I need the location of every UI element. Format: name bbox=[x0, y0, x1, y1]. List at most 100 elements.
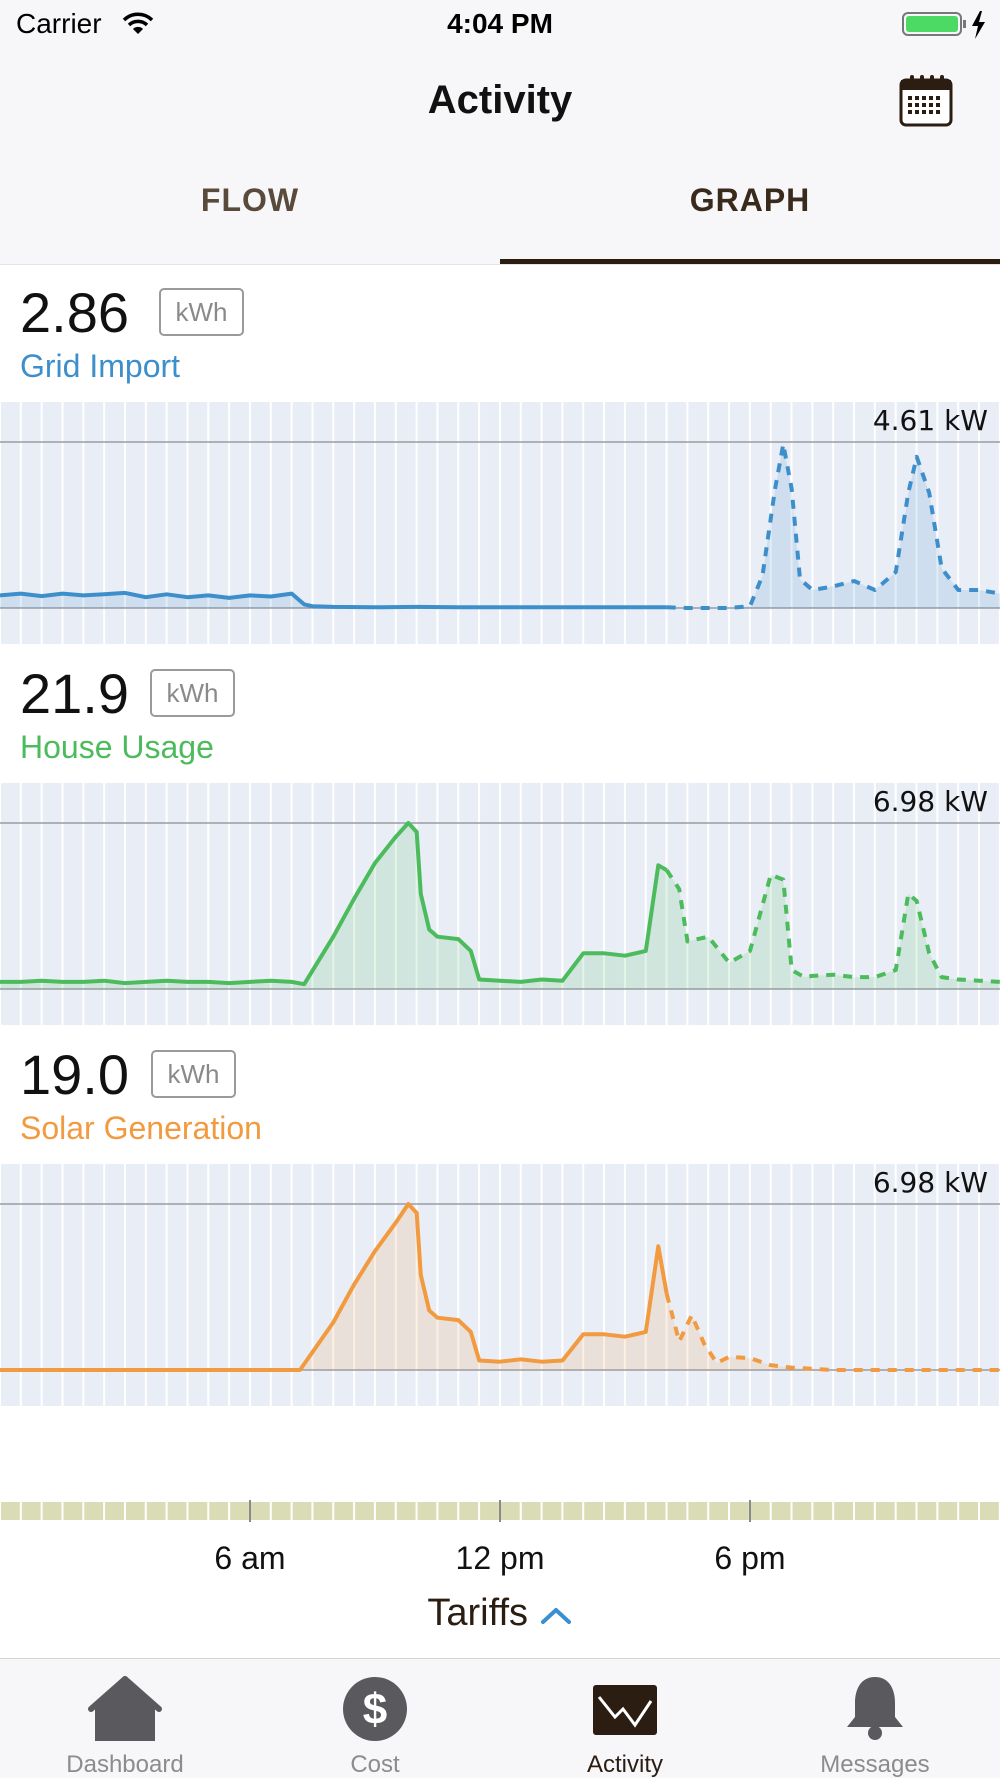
svg-text:$: $ bbox=[363, 1685, 387, 1734]
wifi-icon bbox=[122, 12, 154, 41]
tariff-slot bbox=[250, 1502, 270, 1520]
tariffs-toggle[interactable]: Tariffs bbox=[0, 1592, 1000, 1635]
tariff-slot bbox=[63, 1502, 83, 1520]
tariff-slot bbox=[584, 1502, 604, 1520]
series-line-actual bbox=[0, 1202, 669, 1372]
page-title: Activity bbox=[427, 78, 573, 122]
tab-activity[interactable]: Activity bbox=[500, 1659, 750, 1779]
tariff-slot bbox=[355, 1502, 374, 1520]
house-usage-chart: 6.98 kW bbox=[0, 783, 1000, 1025]
grid-import-chart: 4.61 kW bbox=[0, 402, 1000, 644]
tariff-slot bbox=[313, 1502, 333, 1520]
time-axis-label-6am: 6 am bbox=[214, 1540, 286, 1576]
tab-cost[interactable]: $ Cost bbox=[250, 1659, 500, 1779]
tariff-slot bbox=[334, 1502, 354, 1520]
time-axis-label-12pm: 12 pm bbox=[455, 1540, 545, 1576]
house-icon bbox=[88, 1676, 162, 1741]
bell-icon bbox=[847, 1677, 903, 1740]
tab-flow[interactable]: FLOW bbox=[200, 182, 300, 218]
tariff-slot bbox=[980, 1502, 999, 1520]
peak-value-label: 6.98 kW bbox=[873, 1166, 988, 1199]
house-usage-unit: kWh bbox=[150, 669, 235, 717]
tariff-slot bbox=[750, 1502, 770, 1520]
tab-messages[interactable]: Messages bbox=[750, 1659, 1000, 1779]
solar-generation-value: 19.0 bbox=[20, 1043, 129, 1106]
activity-chart-icon bbox=[593, 1685, 657, 1735]
tariff-slot bbox=[271, 1502, 291, 1520]
tariff-slot bbox=[84, 1502, 104, 1520]
nav-bar: Activity bbox=[0, 50, 1000, 150]
series-line-forecast bbox=[665, 869, 1000, 984]
series-line-forecast bbox=[664, 1293, 1000, 1372]
carrier-label: Carrier bbox=[16, 8, 102, 39]
tariff-slot bbox=[438, 1502, 458, 1520]
view-tabs: FLOW GRAPH bbox=[0, 150, 1000, 265]
solar-generation-unit: kWh bbox=[151, 1050, 236, 1098]
tariff-slot bbox=[667, 1502, 687, 1520]
solar-generation-chart: 6.98 kW bbox=[0, 1164, 1000, 1406]
tariff-slot bbox=[646, 1502, 666, 1520]
tariff-slot bbox=[688, 1502, 708, 1520]
tariff-slot bbox=[146, 1502, 166, 1520]
tariff-slot bbox=[188, 1502, 208, 1520]
bottom-tab-bar: Dashboard $ Cost Activity Messages bbox=[0, 1658, 1000, 1778]
series-area bbox=[0, 823, 1000, 989]
tab-label-cost: Cost bbox=[350, 1751, 400, 1778]
tariff-slot bbox=[459, 1502, 479, 1520]
tariff-slot bbox=[792, 1502, 812, 1520]
series-line-forecast bbox=[666, 442, 1000, 610]
grid-import-value: 2.86 bbox=[20, 281, 129, 344]
peak-value-label: 6.98 kW bbox=[873, 785, 988, 818]
tariff-slot bbox=[125, 1502, 145, 1520]
tab-graph[interactable]: GRAPH bbox=[689, 182, 811, 218]
tariff-slot bbox=[834, 1502, 853, 1520]
battery-icon bbox=[902, 10, 992, 45]
tariffs-label: Tariffs bbox=[427, 1592, 529, 1634]
tariff-slot bbox=[167, 1502, 187, 1520]
house-usage-label: House Usage bbox=[20, 729, 214, 765]
time-axis-label-6pm: 6 pm bbox=[714, 1540, 786, 1576]
series-area bbox=[0, 444, 1000, 608]
tariff-slot bbox=[1, 1502, 20, 1520]
tariff-slot bbox=[605, 1502, 624, 1520]
tariff-slot bbox=[105, 1502, 124, 1520]
tariff-slot bbox=[21, 1502, 41, 1520]
tariff-slot bbox=[542, 1502, 562, 1520]
tab-label-activity: Activity bbox=[586, 1751, 663, 1778]
series-line-actual bbox=[0, 821, 668, 987]
tab-dashboard[interactable]: Dashboard bbox=[0, 1659, 250, 1779]
clock: 4:04 PM bbox=[447, 8, 553, 39]
tariff-slot bbox=[896, 1502, 916, 1520]
tariff-slot bbox=[709, 1502, 729, 1520]
tariff-slot bbox=[771, 1502, 791, 1520]
tariff-slot bbox=[855, 1502, 874, 1520]
peak-value-label: 4.61 kW bbox=[873, 404, 988, 437]
grid-import-label: Grid Import bbox=[20, 348, 181, 384]
tab-label-dashboard: Dashboard bbox=[66, 1751, 184, 1778]
status-bar: Carrier 4:04 PM bbox=[0, 0, 1000, 50]
tariff-slot bbox=[521, 1502, 541, 1520]
tab-label-messages: Messages bbox=[820, 1751, 930, 1778]
tariff-slot bbox=[42, 1502, 62, 1520]
tariff-slot bbox=[292, 1502, 312, 1520]
tariff-slot bbox=[375, 1502, 395, 1520]
grid-import-unit: kWh bbox=[159, 288, 244, 336]
tariff-slot bbox=[563, 1502, 583, 1520]
tariff-slot bbox=[917, 1502, 937, 1520]
house-usage-value: 21.9 bbox=[20, 662, 129, 725]
tariff-slot bbox=[730, 1502, 749, 1520]
tariff-timeline-bar bbox=[1, 1500, 999, 1522]
tariff-slot bbox=[813, 1502, 833, 1520]
chevron-up-icon bbox=[539, 1592, 573, 1634]
tariff-slot bbox=[625, 1502, 645, 1520]
tariff-slot bbox=[938, 1502, 958, 1520]
tariff-slot bbox=[480, 1502, 499, 1520]
tariff-slot bbox=[417, 1502, 437, 1520]
tariff-slot bbox=[959, 1502, 978, 1520]
tariff-slot bbox=[875, 1502, 895, 1520]
calendar-icon[interactable] bbox=[898, 72, 954, 133]
tariff-slot bbox=[209, 1502, 229, 1520]
solar-generation-label: Solar Generation bbox=[20, 1110, 262, 1146]
active-tab-indicator bbox=[500, 259, 1000, 264]
tariff-slot bbox=[230, 1502, 249, 1520]
